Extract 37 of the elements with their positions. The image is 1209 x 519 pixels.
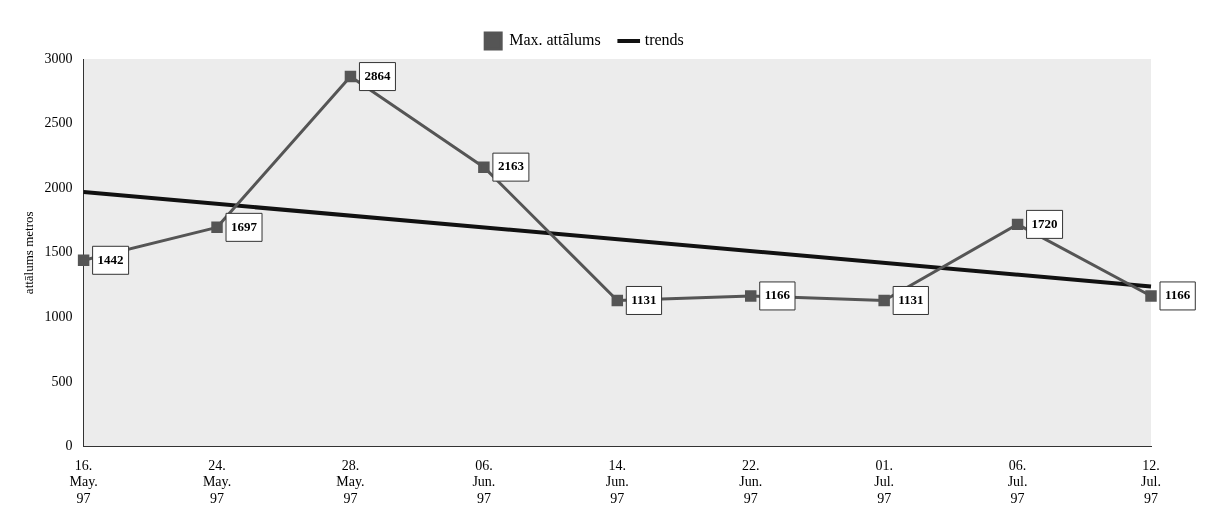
point: [478, 161, 490, 173]
x-tick-label: 12. Jul. 97: [1141, 457, 1161, 507]
x-tick-label: 24. May. 97: [202, 457, 232, 507]
point: [1011, 218, 1024, 231]
data-label: 1131: [631, 291, 657, 307]
point: [1145, 290, 1157, 302]
y-axis-title: attālums metros: [21, 211, 37, 295]
data-label: 1131: [898, 291, 924, 307]
data-label: 1166: [764, 287, 791, 303]
x-tick-label: 16. May. 97: [69, 457, 98, 507]
legend-label: Max. attālums: [509, 31, 601, 49]
y-tick-label: 1500: [44, 244, 73, 260]
point: [878, 294, 890, 307]
data-label: 2163: [497, 158, 525, 174]
y-tick-label: 2500: [44, 115, 73, 131]
x-tick-label: 22. Jun. 97: [739, 457, 763, 507]
point: [211, 221, 223, 234]
data-label: 1720: [1031, 215, 1058, 231]
legend-label: trends: [644, 31, 684, 49]
x-tick-label: 06. Jun. 97: [472, 457, 496, 507]
point: [344, 70, 357, 83]
y-tick-label: 3000: [44, 50, 73, 66]
y-tick-label: 0: [65, 438, 73, 454]
y-tick-label: 2000: [44, 179, 73, 195]
point: [744, 290, 757, 302]
x-tick-label: 14. Jun. 97: [605, 457, 629, 507]
y-tick-label: 1000: [44, 309, 73, 325]
data-label: 1442: [97, 251, 124, 267]
point: [611, 294, 624, 307]
point: [77, 254, 90, 267]
data-label: 2864: [364, 67, 391, 83]
data-label: 1166: [1165, 287, 1191, 303]
x-tick-label: 06. Jul. 97: [1007, 457, 1028, 507]
y-tick-label: 500: [51, 373, 73, 389]
x-tick-label: 28. May. 97: [336, 457, 365, 507]
data-label: 1697: [231, 218, 258, 234]
x-tick-label: 01. Jul. 97: [874, 457, 895, 507]
